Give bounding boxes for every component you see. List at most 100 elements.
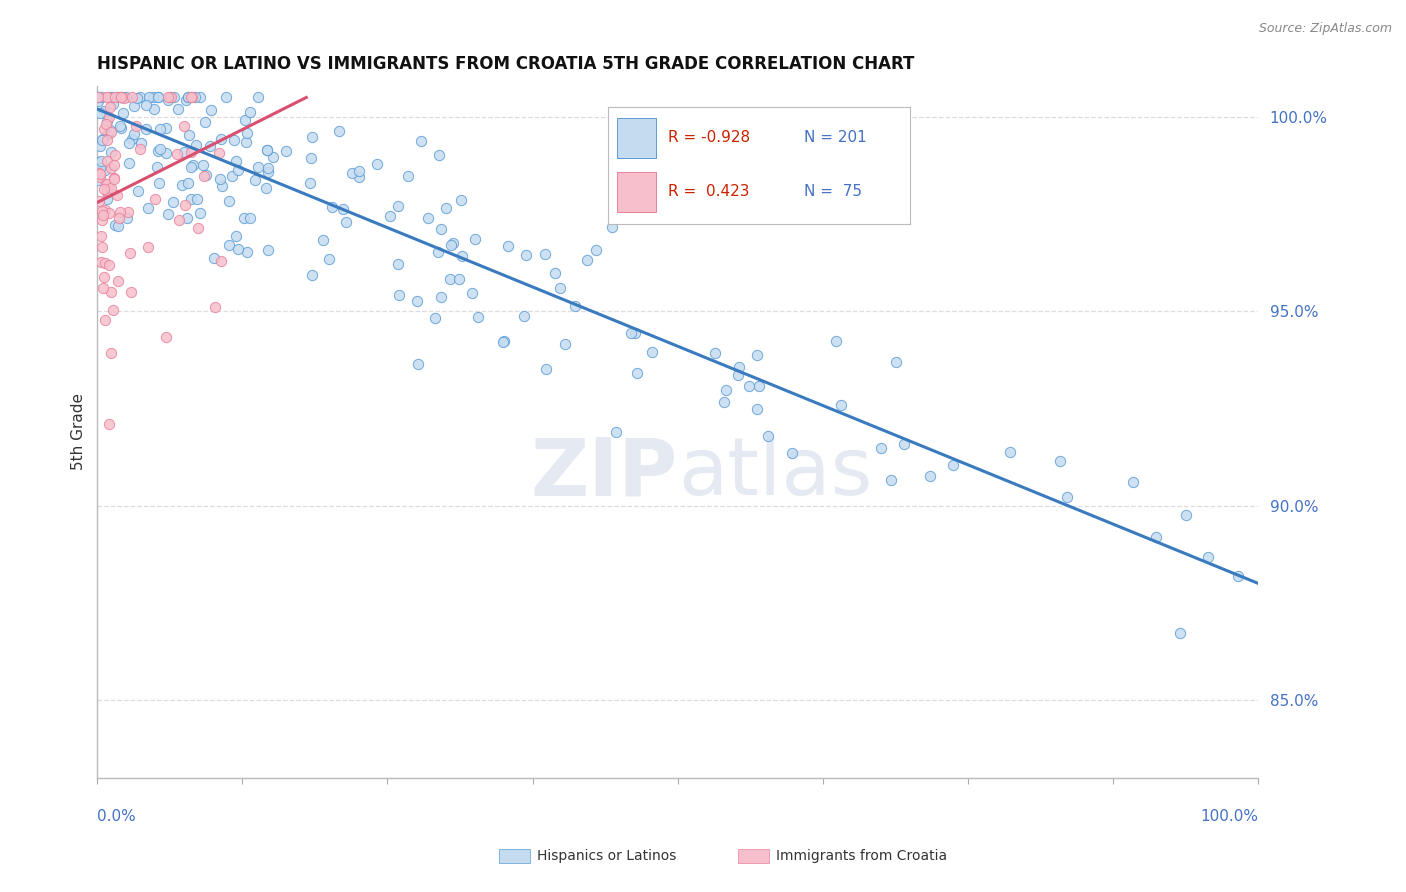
Point [825,334,848,348]
Text: 100.0%: 100.0% [1199,809,1258,823]
Point [107,219,129,233]
Point [138,90,160,104]
Point [225,153,247,168]
Point [89,167,111,181]
Point [87,90,110,104]
Point [93,182,115,196]
Point [93,313,115,327]
Point [430,290,453,304]
Point [745,348,768,362]
Point [183,158,205,172]
Point [257,164,280,178]
Point [129,136,152,150]
Text: ZIP: ZIP [530,434,678,512]
Point [100,125,122,139]
Point [186,192,208,206]
Point [173,145,195,159]
Point [96,90,118,104]
Point [222,133,245,147]
Point [536,361,558,376]
Point [221,169,243,183]
Point [225,228,247,243]
Point [157,90,180,104]
Point [100,145,122,160]
Point [180,161,202,175]
Point [451,249,474,263]
Point [1174,508,1197,522]
Point [318,252,340,266]
Point [1056,490,1078,504]
Point [602,220,624,235]
Point [89,139,111,153]
Point [870,441,893,455]
Point [108,119,131,133]
Point [96,90,118,104]
Point [91,208,114,222]
Point [884,355,907,369]
Point [439,272,461,286]
Point [173,120,195,134]
Point [176,211,198,226]
Point [727,368,749,382]
Point [180,192,202,206]
Point [544,266,567,280]
Point [90,254,112,268]
Point [756,428,779,442]
Point [90,154,112,169]
Point [104,90,127,104]
Point [96,183,118,197]
Point [124,99,146,113]
Point [86,173,108,187]
Point [128,142,150,156]
Point [262,150,284,164]
Point [87,194,110,208]
Point [87,94,110,108]
Point [118,136,141,150]
Point [146,90,169,104]
Point [110,90,132,104]
Point [167,213,190,227]
Point [98,123,121,137]
Point [104,148,127,162]
Point [347,170,370,185]
Point [93,256,115,270]
Point [498,238,520,252]
Point [120,285,142,300]
Point [236,245,259,260]
Point [162,194,184,209]
Point [575,252,598,267]
Point [97,110,120,124]
Point [312,233,335,247]
Point [98,180,121,194]
Point [236,126,259,140]
Point [208,146,231,161]
Point [93,269,115,284]
Point [274,144,297,158]
Point [443,235,465,250]
Point [89,161,111,176]
Text: atlas: atlas [678,434,872,512]
Point [117,204,139,219]
Point [1122,475,1144,489]
Text: Hispanics or Latinos: Hispanics or Latinos [537,849,676,863]
Point [96,178,118,192]
Point [184,90,207,104]
Point [179,128,201,142]
Point [174,93,197,107]
Point [187,220,209,235]
Point [301,130,323,145]
Point [198,138,221,153]
Point [1049,454,1071,468]
Point [100,161,122,175]
Point [91,240,114,254]
Point [366,156,388,170]
Point [257,161,280,175]
Point [166,147,188,161]
Point [90,204,112,219]
Point [449,271,471,285]
Point [239,104,262,119]
Point [211,178,233,193]
Point [332,202,354,217]
Point [110,121,132,136]
Point [101,97,124,112]
